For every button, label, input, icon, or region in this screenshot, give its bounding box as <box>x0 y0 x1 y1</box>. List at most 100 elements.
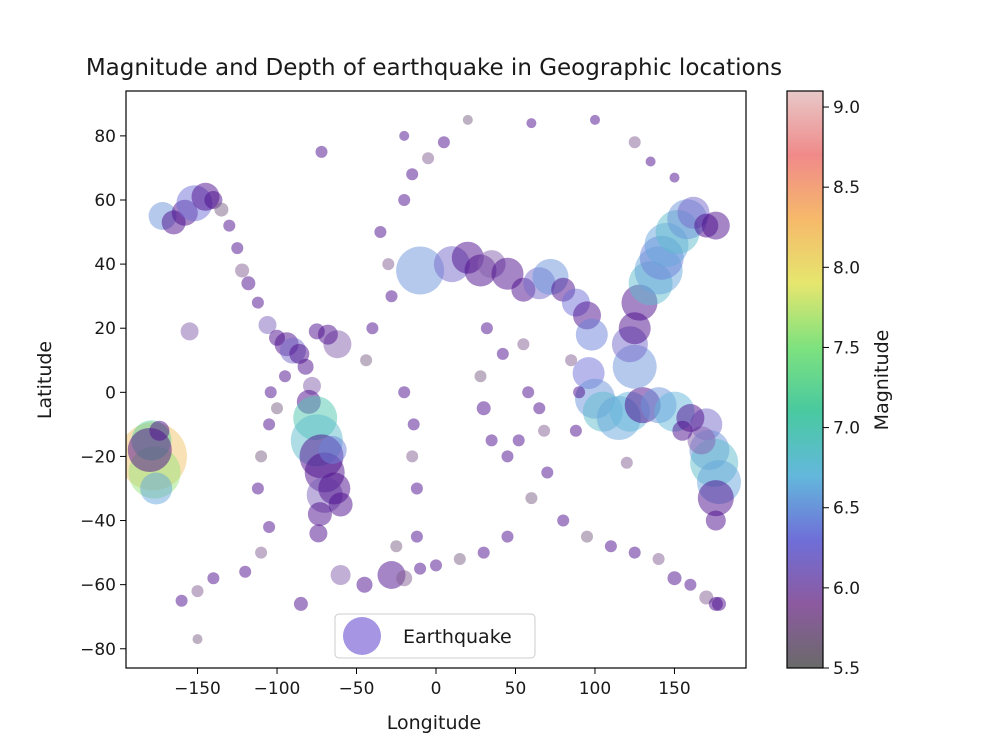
earthquake-point <box>255 450 268 463</box>
colorbar-tick-label: 7.5 <box>833 338 860 358</box>
earthquake-point <box>264 386 277 399</box>
earthquake-point <box>149 420 170 441</box>
earthquake-point <box>309 524 328 543</box>
colorbar-tick-label: 6.5 <box>833 499 860 519</box>
earthquake-point <box>382 258 395 271</box>
earthquake-point <box>293 596 308 611</box>
earthquake-point <box>496 347 509 360</box>
earthquake-point <box>297 358 314 375</box>
y-tick-label: −80 <box>80 640 116 660</box>
y-tick-label: −60 <box>80 576 116 596</box>
earthquake-point <box>669 172 680 183</box>
earthquake-point <box>474 370 487 383</box>
y-tick-label: 60 <box>94 191 116 211</box>
earthquake-point <box>328 492 353 517</box>
earthquake-point <box>207 572 220 585</box>
earthquake-point <box>485 434 498 447</box>
earthquake-point <box>557 514 570 527</box>
earthquake-point <box>430 559 442 572</box>
earthquake-point <box>398 194 411 206</box>
earthquake-point <box>231 242 244 255</box>
colorbar-tick-label: 5.5 <box>833 659 860 679</box>
earthquake-point <box>255 546 268 559</box>
colorbar-ticks: 5.5 6.0 6.5 7.0 7.5 8.0 8.5 9.0 <box>823 98 860 679</box>
y-axis-ticks: −80 −60 −40 −20 0 20 40 60 80 <box>80 127 126 660</box>
earthquake-point <box>410 482 423 495</box>
earthquake-point <box>541 466 554 479</box>
earthquake-point <box>705 510 726 531</box>
earthquake-point <box>517 338 530 351</box>
legend: Earthquake <box>334 613 536 659</box>
earthquake-point <box>476 401 491 416</box>
x-tick-label: −100 <box>254 679 301 699</box>
earthquake-point <box>477 546 490 559</box>
earthquake-point <box>308 323 325 340</box>
earthquake-point <box>652 553 665 565</box>
earthquake-point <box>241 276 256 291</box>
earthquake-point <box>366 322 379 335</box>
earthquake-point <box>501 530 514 543</box>
earthquake-point <box>526 118 537 129</box>
earthquake-point <box>538 424 551 437</box>
earthquake-point <box>628 546 641 559</box>
earthquake-point <box>522 386 535 399</box>
y-tick-label: −40 <box>80 512 116 532</box>
earthquake-point <box>590 114 600 125</box>
earthquake-point <box>263 521 276 533</box>
earthquake-point <box>279 370 291 383</box>
earthquake-point <box>251 296 264 309</box>
earthquake-point <box>575 318 608 351</box>
earthquake-point <box>512 434 525 447</box>
earthquake-point <box>708 596 723 611</box>
earthquake-point <box>180 322 199 341</box>
y-tick-label: −20 <box>80 447 116 467</box>
earthquake-point <box>480 322 493 335</box>
colorbar-tick-label: 8.0 <box>833 258 860 278</box>
earthquake-point <box>645 156 656 167</box>
earthquake-point <box>360 354 373 367</box>
earthquake-point <box>315 145 328 158</box>
earthquake-point <box>385 290 398 303</box>
earthquake-point <box>239 565 252 578</box>
earthquake-point <box>407 418 420 431</box>
y-tick-label: 40 <box>94 255 116 275</box>
earthquake-point <box>251 482 264 495</box>
x-axis-ticks: −150 −100 −50 0 50 100 150 <box>174 668 691 699</box>
legend-box <box>334 613 536 659</box>
earthquake-point <box>462 114 473 125</box>
earthquake-point <box>271 402 283 415</box>
x-axis-label: Longitude <box>387 712 482 734</box>
earthquake-point <box>501 450 514 463</box>
earthquake-point <box>356 576 373 593</box>
scatter-points <box>126 114 741 645</box>
x-tick-label: 100 <box>579 679 611 699</box>
earthquake-point <box>672 420 693 441</box>
earthquake-point <box>422 152 435 165</box>
y-tick-label: 80 <box>94 127 116 147</box>
earthquake-point <box>175 594 188 607</box>
x-tick-label: 150 <box>658 679 690 699</box>
x-tick-label: 50 <box>505 679 527 699</box>
colorbar-tick-label: 7.0 <box>833 419 860 439</box>
earthquake-point <box>330 565 351 585</box>
earthquake-point <box>414 562 427 575</box>
plot-frame <box>125 90 747 669</box>
earthquake-point <box>667 571 682 586</box>
colorbar-tick-label: 8.5 <box>833 178 860 198</box>
earthquake-point <box>374 226 387 238</box>
y-axis-label: Latitude <box>34 341 56 419</box>
earthquake-point <box>581 530 593 543</box>
earthquake-point <box>525 492 538 505</box>
x-tick-label: 0 <box>431 679 442 699</box>
legend-entry: Earthquake <box>403 626 512 648</box>
earthquake-point <box>223 219 236 232</box>
earthquake-point <box>573 386 586 399</box>
earthquake-point <box>191 585 204 598</box>
x-tick-label: −150 <box>174 679 221 699</box>
earthquake-point <box>697 480 734 517</box>
colorbar <box>786 90 824 669</box>
earthquake-point <box>533 402 546 415</box>
earthquake-point <box>235 263 250 278</box>
earthquake-point <box>263 418 276 431</box>
